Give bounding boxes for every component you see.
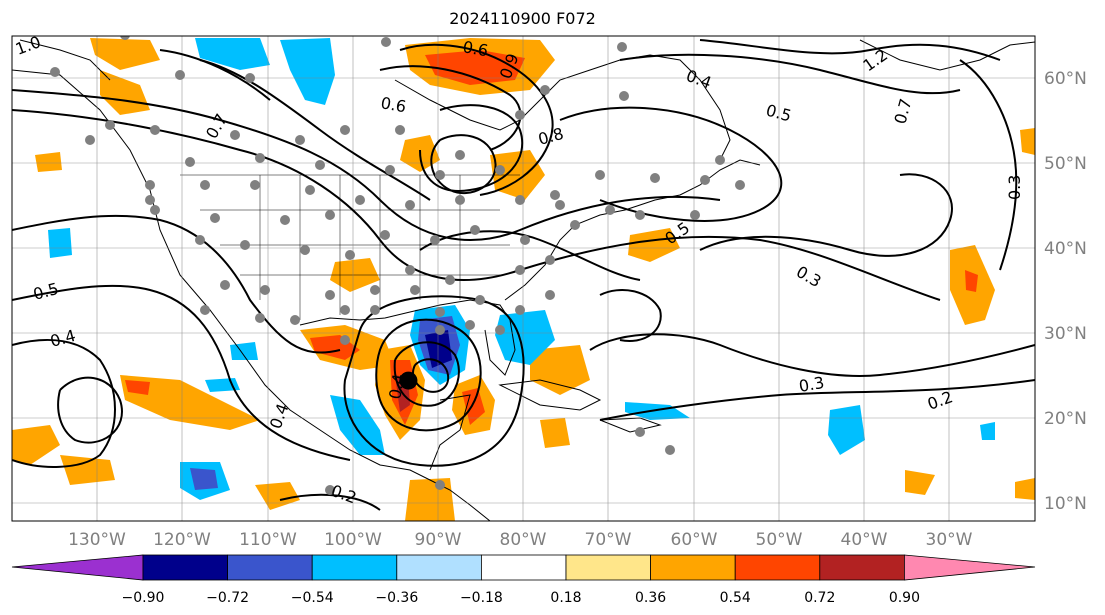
colorbar-segment — [396, 554, 482, 581]
colorbar-label: −0.72 — [206, 590, 249, 606]
colorbar-segment — [819, 554, 905, 581]
negative-anomaly-region — [330, 395, 385, 455]
colorbar-label: −0.54 — [291, 590, 334, 606]
negative-anomaly-region — [280, 38, 335, 105]
positive-anomaly-region — [905, 470, 935, 495]
colorbar — [11, 554, 1036, 581]
colorbar-segment — [227, 554, 313, 581]
negative-anomaly-region — [48, 228, 72, 258]
lon-label: 120°W — [153, 530, 211, 550]
lon-label: 80°W — [500, 530, 547, 550]
negative-anomaly-region — [495, 310, 555, 365]
lon-label: 90°W — [415, 530, 462, 550]
lat-label: 50°N — [1044, 154, 1087, 174]
negative-anomaly-region — [230, 342, 258, 360]
colorbar-label: −0.18 — [460, 590, 503, 606]
positive-anomaly-region — [12, 425, 60, 465]
colorbar-label: 0.36 — [635, 590, 666, 606]
storm-center-marker — [399, 371, 418, 390]
positive-anomaly-region — [405, 478, 455, 521]
observation-dots — [50, 36, 745, 495]
positive-anomaly-region — [628, 228, 680, 262]
colorbar-segment — [480, 554, 567, 581]
positive-anomaly-region — [1020, 128, 1035, 155]
lat-label: 40°N — [1044, 239, 1087, 259]
lon-label: 110°W — [239, 530, 297, 550]
lon-label: 70°W — [585, 530, 632, 550]
contour-lines — [12, 39, 1035, 511]
contour-label: 0.3 — [797, 373, 825, 396]
longitude-labels: 130°W 120°W 110°W 100°W 90°W 80°W 70°W 6… — [68, 530, 973, 550]
lat-label: 30°N — [1044, 324, 1087, 344]
positive-anomaly-region — [60, 455, 115, 485]
map-frame — [11, 35, 1036, 522]
positive-anomaly-region — [35, 152, 62, 172]
negative-anomaly-region — [828, 405, 865, 455]
negative-anomaly-region — [195, 38, 270, 70]
positive-anomaly-region — [100, 70, 150, 115]
contour-label: 0.3 — [1005, 175, 1024, 200]
lat-label: 10°N — [1044, 494, 1087, 514]
colorbar-label: 0.18 — [550, 590, 581, 606]
negative-anomaly-region — [980, 422, 995, 440]
colorbar-label: 0.54 — [720, 590, 751, 606]
positive-anomaly-region — [90, 38, 160, 70]
figure-title: 2024110900 F072 — [449, 9, 596, 28]
coastlines — [12, 39, 1035, 521]
positive-anomaly-region — [1015, 478, 1035, 500]
colorbar-label: −0.90 — [122, 590, 165, 606]
colorbar-label: −0.36 — [375, 590, 418, 606]
colorbar-label: 0.72 — [804, 590, 835, 606]
colorbar-segment — [734, 554, 821, 581]
lon-label: 130°W — [68, 530, 126, 550]
positive-anomaly-region — [462, 388, 485, 425]
lon-label: 100°W — [324, 530, 382, 550]
colorbar-segment — [904, 554, 1036, 581]
lat-label: 20°N — [1044, 409, 1087, 429]
positive-anomaly-region — [425, 50, 525, 85]
contour-label: 0.6 — [379, 93, 407, 116]
gridlines — [12, 36, 1035, 521]
negative-anomaly-region — [625, 402, 690, 420]
colorbar-segment — [142, 554, 228, 581]
positive-anomaly-region — [530, 345, 590, 395]
lon-label: 60°W — [671, 530, 718, 550]
positive-anomaly-region — [120, 375, 260, 430]
lon-label: 50°W — [756, 530, 803, 550]
colorbar-labels: −0.90 −0.72 −0.54 −0.36 −0.18 0.18 0.36 … — [122, 590, 920, 606]
latitude-labels: 60°N 50°N 40°N 30°N 20°N 10°N — [1044, 69, 1087, 514]
positive-anomaly-region — [965, 270, 978, 292]
state-borders — [180, 174, 520, 320]
positive-anomaly-region — [125, 380, 150, 395]
lat-label: 60°N — [1044, 69, 1087, 89]
lon-label: 40°W — [841, 530, 888, 550]
positive-anomaly-region — [540, 418, 570, 448]
colorbar-segment — [650, 554, 736, 581]
contour-label: 0.6 — [461, 37, 489, 60]
lon-label: 30°W — [926, 530, 973, 550]
negative-anomaly-region — [190, 468, 218, 490]
colorbar-segment — [311, 554, 398, 581]
colorbar-segment — [565, 554, 651, 581]
colorbar-label: 0.90 — [889, 590, 920, 606]
colorbar-segment — [11, 554, 144, 581]
